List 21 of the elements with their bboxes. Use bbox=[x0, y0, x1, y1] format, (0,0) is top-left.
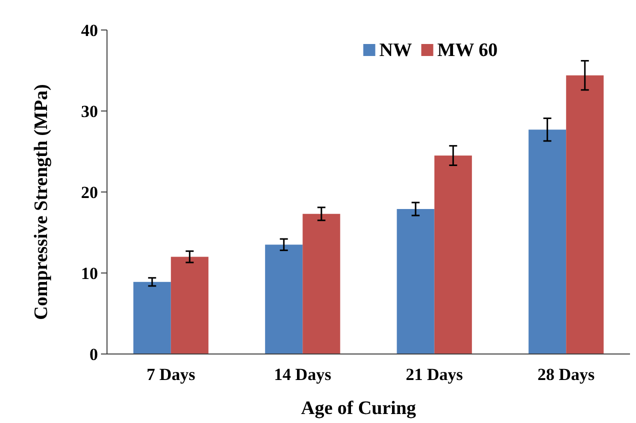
y-tick-label: 20 bbox=[81, 182, 98, 202]
bar bbox=[396, 209, 434, 354]
x-tick-label: 28 Days bbox=[538, 365, 596, 384]
bar bbox=[434, 156, 472, 354]
y-tick-label: 0 bbox=[90, 344, 98, 364]
bar bbox=[133, 282, 171, 354]
bar bbox=[302, 214, 340, 354]
x-tick-label: 21 Days bbox=[406, 365, 464, 384]
legend-label: MW 60 bbox=[437, 40, 498, 61]
y-tick-label: 30 bbox=[81, 102, 98, 121]
legend-label: NW bbox=[379, 40, 412, 61]
bar bbox=[265, 244, 303, 354]
y-axis-title: Compressive Strength (MPa) bbox=[31, 84, 52, 320]
bar bbox=[170, 256, 208, 354]
y-tick-label: 40 bbox=[81, 20, 98, 40]
bar bbox=[528, 130, 566, 354]
y-tick-label: 10 bbox=[81, 264, 98, 283]
x-tick-label: 7 Days bbox=[146, 365, 196, 384]
x-axis-title: Age of Curing bbox=[300, 398, 417, 419]
bar bbox=[566, 75, 604, 354]
x-tick-label: 14 Days bbox=[274, 365, 332, 384]
